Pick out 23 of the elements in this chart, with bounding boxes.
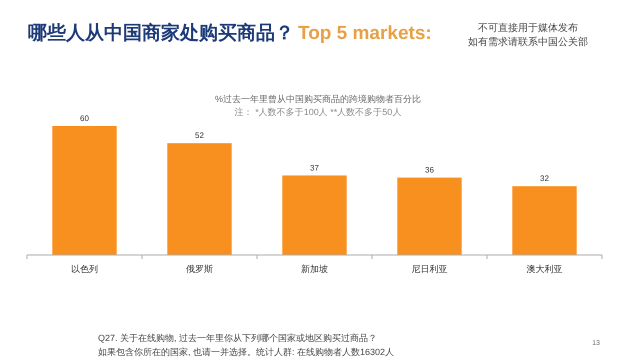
bar [512, 186, 577, 255]
data-label: 36 [425, 166, 434, 175]
chart-title: 哪些人从中国商家处购买商品？ [28, 22, 294, 44]
data-label: 60 [80, 114, 90, 123]
bar [167, 143, 232, 255]
text: Top 5 markets: [298, 23, 432, 44]
text: 注： *人数不多于100人 **人数不多于50人 [234, 107, 402, 117]
x-tick-label: 澳大利亚 [526, 264, 562, 274]
data-label: 52 [195, 131, 204, 140]
chart-subtitle: %过去一年里曾从中国购买商品的跨境购物者百分比 [214, 94, 422, 104]
data-label: 37 [310, 163, 320, 172]
text: 如有需求请联系中国公关部 [468, 36, 588, 48]
x-tick-label: 以色列 [71, 264, 98, 274]
text: Q27. 关于在线购物, 过去一年里你从下列哪个国家或地区购买过商品？ [98, 333, 378, 343]
bar [52, 126, 117, 255]
bar [397, 178, 462, 255]
text: 不可直接用于媒体发布 [478, 22, 578, 34]
x-tick-label: 俄罗斯 [186, 264, 213, 274]
bar [282, 175, 347, 255]
x-tick-label: 尼日利亚 [412, 264, 448, 274]
text: 如果包含你所在的国家, 也请一并选择。统计人群: 在线购物者人数16302人 [98, 347, 394, 357]
x-tick-label: 新加坡 [301, 264, 328, 274]
data-label: 32 [540, 174, 550, 184]
